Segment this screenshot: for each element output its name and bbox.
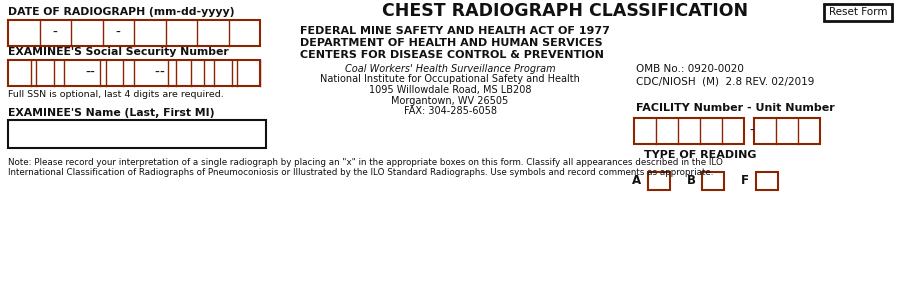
Text: -: - xyxy=(53,26,58,40)
Text: EXAMINEE'S Name (Last, First MI): EXAMINEE'S Name (Last, First MI) xyxy=(8,108,214,118)
Text: OMB No.: 0920-0020: OMB No.: 0920-0020 xyxy=(636,64,744,74)
Text: CDC/NIOSH  (M)  2.8 REV. 02/2019: CDC/NIOSH (M) 2.8 REV. 02/2019 xyxy=(636,76,814,86)
Bar xyxy=(648,172,670,190)
Text: Reset Form: Reset Form xyxy=(829,7,887,17)
Text: -: - xyxy=(159,66,165,80)
Text: A: A xyxy=(633,175,642,187)
Text: Note: Please record your interpretation of a single radiograph by placing an "x": Note: Please record your interpretation … xyxy=(8,158,723,177)
Text: FAX: 304-285-6058: FAX: 304-285-6058 xyxy=(403,106,497,116)
Text: B: B xyxy=(687,175,696,187)
Text: DATE OF RADIOGRAPH (mm-dd-yyyy): DATE OF RADIOGRAPH (mm-dd-yyyy) xyxy=(8,7,235,17)
Bar xyxy=(702,172,724,190)
Text: FEDERAL MINE SAFETY AND HEALTH ACT OF 1977: FEDERAL MINE SAFETY AND HEALTH ACT OF 19… xyxy=(300,26,610,36)
Text: TYPE OF READING: TYPE OF READING xyxy=(644,150,756,160)
Text: -: - xyxy=(90,66,94,80)
Bar xyxy=(8,60,260,86)
Text: FACILITY Number - Unit Number: FACILITY Number - Unit Number xyxy=(636,103,835,113)
Bar xyxy=(8,20,260,46)
Bar xyxy=(756,172,778,190)
Bar xyxy=(8,120,266,148)
Text: National Institute for Occupational Safety and Health: National Institute for Occupational Safe… xyxy=(320,74,580,85)
Text: F: F xyxy=(741,175,749,187)
Text: CHEST RADIOGRAPH CLASSIFICATION: CHEST RADIOGRAPH CLASSIFICATION xyxy=(382,2,748,20)
Text: -: - xyxy=(86,66,91,80)
Text: Morgantown, WV 26505: Morgantown, WV 26505 xyxy=(392,96,508,105)
Text: Full SSN is optional, last 4 digits are required.: Full SSN is optional, last 4 digits are … xyxy=(8,90,224,99)
Text: EXAMINEE'S Social Security Number: EXAMINEE'S Social Security Number xyxy=(8,47,229,57)
Bar xyxy=(634,118,744,144)
Bar xyxy=(824,4,892,21)
Text: -: - xyxy=(155,66,159,80)
Text: -: - xyxy=(750,124,754,138)
Bar xyxy=(754,118,820,144)
Text: CENTERS FOR DISEASE CONTROL & PREVENTION: CENTERS FOR DISEASE CONTROL & PREVENTION xyxy=(300,50,604,60)
Text: Coal Workers' Health Surveillance Program: Coal Workers' Health Surveillance Progra… xyxy=(345,64,555,74)
Text: DEPARTMENT OF HEALTH AND HUMAN SERVICES: DEPARTMENT OF HEALTH AND HUMAN SERVICES xyxy=(300,38,603,48)
Text: 1095 Willowdale Road, MS LB208: 1095 Willowdale Road, MS LB208 xyxy=(369,85,531,95)
Text: -: - xyxy=(116,26,121,40)
